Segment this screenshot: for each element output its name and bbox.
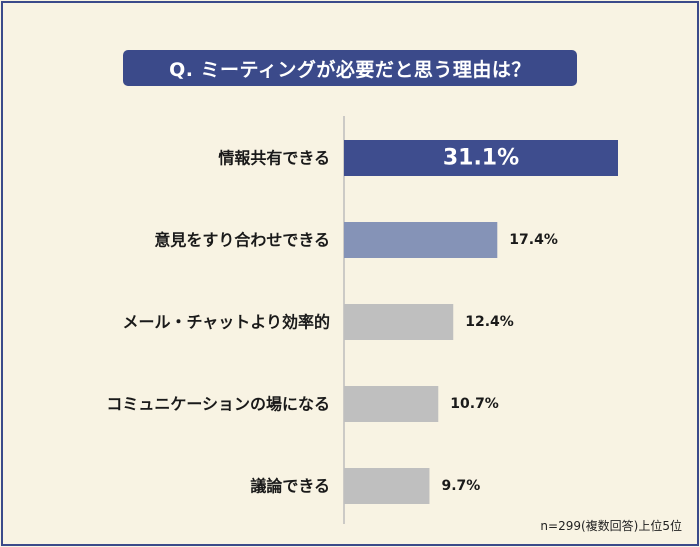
value-label: 12.4% [465,314,514,330]
value-label: 9.7% [441,478,480,494]
category-label: コミュニケーションの場になる [106,395,330,414]
bar [344,222,498,258]
category-label: メール・チャットより効率的 [122,313,330,332]
sample-note: n=299(複数回答)上位5位 [540,519,682,533]
value-label: 31.1% [443,146,519,171]
chart-title: Q. ミーティングが必要だと思う理由は？ [123,50,577,86]
category-label: 意見をすり合わせできる [154,231,330,250]
bar [344,468,430,504]
value-label: 17.4% [509,232,558,248]
bar [344,304,454,340]
bar [344,386,439,422]
bar [344,140,618,176]
value-label: 10.7% [450,396,499,412]
category-label: 情報共有できる [218,149,330,168]
category-label: 議論できる [250,477,330,496]
